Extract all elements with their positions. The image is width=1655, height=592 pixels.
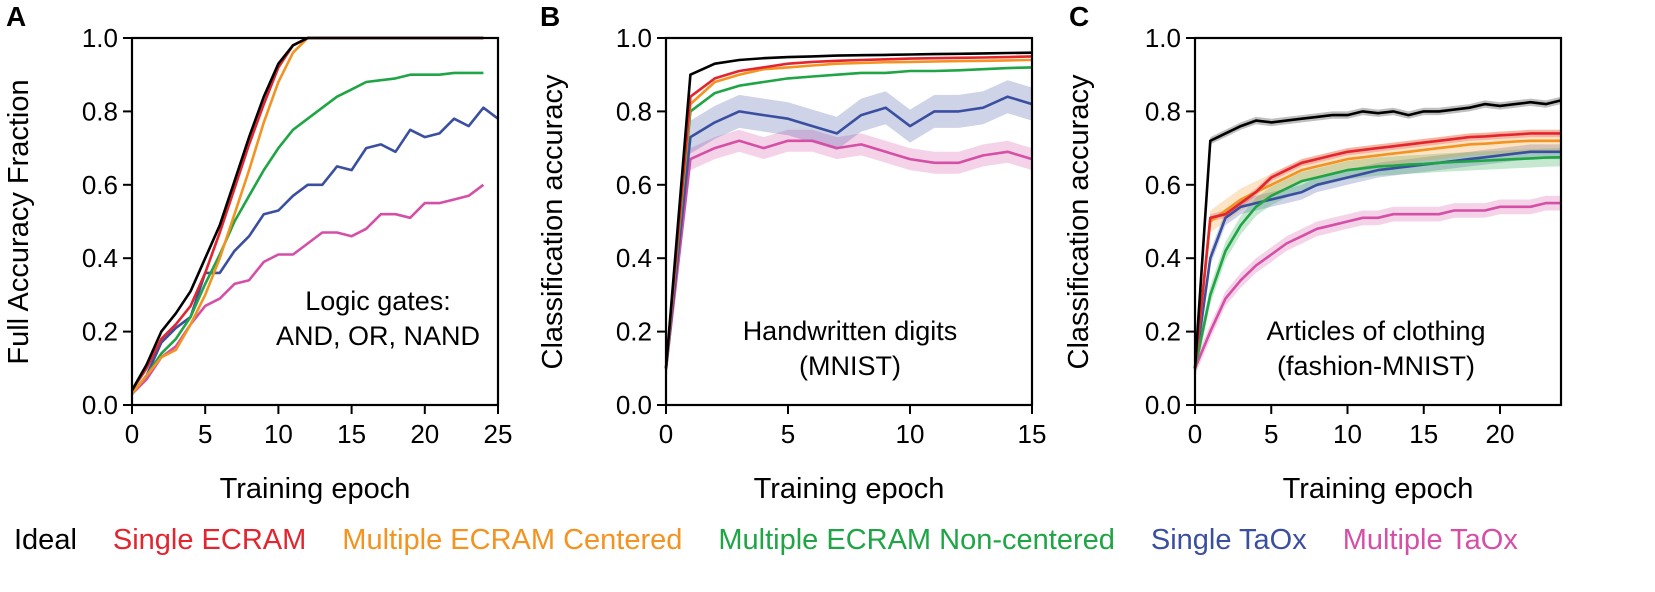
series-line-c-ideal — [1193, 99, 1562, 369]
series-line-c-single_taox — [1193, 150, 1561, 369]
legend-item-single-ecram: Single ECRAM — [112, 523, 307, 556]
series-line-b-single_taox — [664, 95, 1033, 369]
panel-letter-a: A — [6, 1, 26, 32]
y-tick-label-c: 0.0 — [1145, 390, 1181, 420]
x-tick-label-c: 0 — [1188, 419, 1202, 449]
plot-area-c: 0.0 0.2 0.4 0.6 0.8 1.0 0 5 10 15 20 Articles of cl… — [1145, 23, 1563, 449]
band-c-multi_taox — [1195, 195, 1561, 376]
panel-letter-b: B — [540, 1, 560, 32]
x-tick-label-c: 5 — [1264, 419, 1278, 449]
series-line-b-single_ecram — [664, 55, 1033, 369]
x-tick-label-a: 0 — [125, 419, 139, 449]
legend-item-ideal: Ideal — [14, 523, 77, 556]
y-tick-label-b: 0.4 — [616, 243, 652, 273]
legend-item-single-taox: Single TaOx — [1150, 523, 1307, 556]
series-line-b-multi_centered — [664, 58, 1033, 369]
y-tick-label-c: 0.6 — [1145, 170, 1181, 200]
y-tick-label-b: 0.8 — [616, 96, 652, 126]
series-line-b-ideal — [664, 51, 1033, 369]
x-tick-label-a: 5 — [198, 419, 212, 449]
legend-item-multiple-ecram-non-centered: Multiple ECRAM Non-centered — [718, 523, 1115, 556]
axes-frame-b — [664, 36, 1034, 407]
y-tick-label-c: 0.2 — [1145, 317, 1181, 347]
legend: Ideal Single ECRAM Multiple ECRAM Center… — [14, 518, 1654, 562]
x-tick-label-c: 10 — [1333, 419, 1362, 449]
series-line-c-multi_noncentered — [1193, 156, 1562, 369]
y-tick-label-b: 1.0 — [616, 23, 652, 53]
y-tick-label-a: 0.0 — [82, 390, 118, 420]
annotation-c: Articles of clothing — [1266, 316, 1485, 346]
x-tick-label-c: 20 — [1486, 419, 1515, 449]
plot-area-b: 0.0 0.2 0.4 0.6 0.8 1.0 0 5 10 15 Handwritten digi… — [616, 23, 1047, 449]
panel-c: C Classification accuracy Training epoch… — [1063, 1, 1563, 505]
band-c-single_taox — [1195, 144, 1561, 376]
plot-area-a: 0.0 0.2 0.4 0.6 0.8 1.0 0 5 10 15 20 25 Logic gates:… — [82, 23, 513, 449]
y-axis-label-b: Classification accuracy — [537, 74, 569, 369]
x-axis-label-b: Training epoch — [754, 473, 945, 505]
y-tick-label-a: 0.4 — [82, 243, 118, 273]
legend-item-multiple-taox: Multiple TaOx — [1342, 523, 1518, 556]
y-tick-label-b: 0.6 — [616, 170, 652, 200]
x-tick-label-a: 25 — [484, 419, 513, 449]
annotation-c: (fashion-MNIST) — [1277, 351, 1475, 381]
y-tick-label-a: 0.8 — [82, 96, 118, 126]
y-axis-label-c: Classification accuracy — [1063, 74, 1095, 369]
x-tick-label-a: 15 — [337, 419, 366, 449]
y-tick-label-c: 0.4 — [1145, 243, 1181, 273]
x-tick-label-b: 5 — [781, 419, 795, 449]
y-tick-label-a: 0.6 — [82, 170, 118, 200]
series-line-b-multi_taox — [664, 139, 1033, 369]
annotation-a: Logic gates: — [305, 286, 451, 316]
series-line-b-multi_noncentered — [664, 66, 1033, 369]
panel-a: A Full Accuracy Fraction Training epoch … — [3, 1, 512, 505]
x-tick-label-c: 15 — [1409, 419, 1438, 449]
series-line-c-single_ecram — [1193, 132, 1561, 369]
series-line-a-multi_noncentered — [130, 71, 484, 395]
x-tick-label-b: 10 — [896, 419, 925, 449]
y-tick-label-a: 0.2 — [82, 317, 118, 347]
y-tick-label-c: 0.8 — [1145, 96, 1181, 126]
series-line-c-multi_taox — [1193, 201, 1561, 369]
y-tick-label-b: 0.0 — [616, 390, 652, 420]
x-tick-label-a: 10 — [264, 419, 293, 449]
axes-frame-a — [130, 36, 500, 407]
x-axis-label-c: Training epoch — [1283, 473, 1474, 505]
annotation-b: Handwritten digits — [743, 316, 958, 346]
annotation-b: (MNIST) — [799, 351, 901, 381]
x-tick-label-a: 20 — [410, 419, 439, 449]
axes-frame-c — [1193, 36, 1563, 407]
legend-item-multiple-ecram-centered: Multiple ECRAM Centered — [342, 523, 683, 556]
x-axis-label-a: Training epoch — [220, 473, 411, 505]
x-tick-label-b: 15 — [1018, 419, 1047, 449]
panel-b: B Classification accuracy Training epoch… — [537, 1, 1046, 505]
panel-letter-c: C — [1069, 1, 1089, 32]
series-line-a-single_taox — [130, 106, 499, 395]
y-tick-label-b: 0.2 — [616, 317, 652, 347]
band-b-single_taox — [666, 80, 1032, 385]
y-axis-label-a: Full Accuracy Fraction — [3, 79, 35, 364]
y-tick-label-c: 1.0 — [1145, 23, 1181, 53]
x-tick-label-b: 0 — [659, 419, 673, 449]
y-tick-label-a: 1.0 — [82, 23, 118, 53]
annotation-a: AND, OR, NAND — [276, 321, 480, 351]
